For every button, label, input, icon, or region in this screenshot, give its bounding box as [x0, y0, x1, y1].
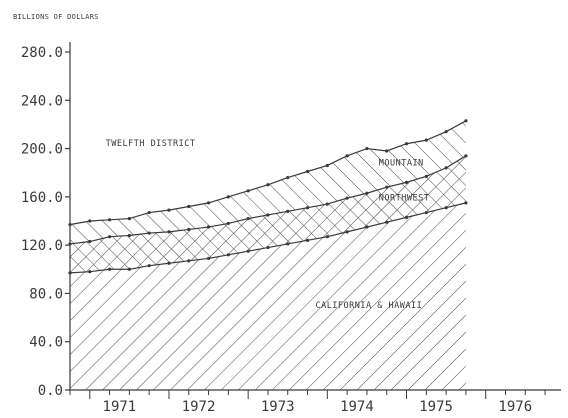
data-point-northwest-7 — [206, 225, 211, 229]
area-california-hawaii — [70, 202, 466, 390]
data-point-mountain-18 — [424, 138, 428, 142]
data-point-mountain-6 — [187, 204, 191, 209]
data-point-california-hawaii-1 — [88, 270, 92, 274]
data-point-california-hawaii-13 — [325, 235, 329, 239]
units-label: BILLIONS OF DOLLARS — [13, 13, 99, 21]
data-point-california-hawaii-6 — [187, 259, 191, 263]
data-point-california-hawaii-5 — [167, 261, 171, 265]
data-point-mountain-13 — [325, 163, 329, 168]
data-point-mountain-9 — [246, 189, 250, 193]
data-point-california-hawaii-2 — [107, 267, 112, 271]
data-point-northwest-1 — [88, 239, 92, 244]
data-point-mountain-2 — [107, 218, 112, 222]
data-point-mountain-20 — [464, 119, 468, 123]
data-point-northwest-2 — [107, 235, 112, 239]
data-point-california-hawaii-7 — [206, 256, 211, 261]
data-point-california-hawaii-8 — [226, 253, 230, 257]
data-point-california-hawaii-3 — [127, 267, 131, 271]
data-point-california-hawaii-17 — [404, 215, 409, 219]
area-northwest-cross — [70, 155, 466, 273]
y-tick-label-6: 40.0 — [29, 335, 63, 351]
data-point-mountain-5 — [167, 208, 171, 212]
data-point-mountain-15 — [365, 146, 369, 151]
data-point-northwest-20 — [464, 154, 468, 158]
data-point-california-hawaii-16 — [385, 220, 389, 224]
annotation-0: TWELFTH DISTRICT — [106, 139, 196, 149]
x-tick-label-5: 1976 — [498, 399, 532, 415]
series-areas — [70, 120, 466, 390]
data-point-mountain-4 — [147, 210, 151, 215]
y-tick-label-0: 280.0 — [21, 45, 63, 61]
area-mountain — [70, 120, 466, 244]
data-point-northwest-14 — [345, 196, 349, 200]
data-point-california-hawaii-11 — [286, 242, 290, 246]
annotation-1: MOUNTAIN — [379, 158, 424, 168]
annotation-3: CALIFORNIA & HAWAII — [315, 301, 422, 311]
y-axis-ticks: 280.0 240.0 200.0 160.0 120.0 80.0 40.0 0.0 — [21, 45, 70, 399]
data-markers — [68, 119, 468, 275]
data-point-california-hawaii-10 — [266, 245, 270, 250]
data-point-northwest-6 — [187, 227, 191, 232]
x-tick-label-0: 1971 — [103, 399, 137, 415]
y-tick-label-7: 0.0 — [38, 383, 63, 399]
data-point-mountain-1 — [88, 219, 92, 223]
data-point-california-hawaii-19 — [444, 206, 448, 210]
x-tick-label-2: 1973 — [261, 399, 295, 415]
y-tick-label-3: 160.0 — [21, 190, 63, 206]
data-point-mountain-14 — [345, 154, 349, 158]
x-tick-label-3: 1974 — [340, 399, 374, 415]
data-point-california-hawaii-18 — [424, 210, 428, 215]
y-tick-label-2: 200.0 — [21, 142, 63, 158]
data-point-california-hawaii-20 — [464, 201, 468, 205]
data-point-california-hawaii-15 — [365, 225, 369, 229]
data-point-northwest-11 — [286, 209, 290, 213]
data-point-northwest-19 — [444, 166, 448, 170]
data-point-mountain-11 — [286, 175, 290, 180]
x-axis-ticks: 1971 1972 1973 1974 1975 1976 — [69, 390, 546, 415]
data-point-northwest-5 — [167, 230, 171, 234]
data-point-northwest-13 — [325, 202, 329, 206]
data-point-mountain-3 — [127, 216, 131, 221]
data-point-mountain-7 — [206, 201, 211, 205]
data-point-mountain-12 — [305, 169, 310, 174]
data-point-mountain-10 — [266, 183, 270, 187]
data-point-mountain-8 — [226, 195, 230, 199]
annotations: TWELFTH DISTRICT MOUNTAIN NORTHWEST CALIFOR… — [106, 139, 430, 311]
data-point-california-hawaii-4 — [147, 264, 151, 268]
y-tick-label-4: 120.0 — [21, 238, 63, 254]
data-point-california-hawaii-9 — [246, 249, 250, 253]
data-point-northwest-12 — [305, 206, 310, 210]
data-point-northwest-9 — [246, 216, 250, 221]
data-point-mountain-17 — [404, 142, 409, 146]
data-point-california-hawaii-14 — [345, 230, 349, 234]
data-point-northwest-8 — [226, 221, 230, 226]
data-point-northwest-10 — [266, 213, 270, 217]
annotation-2: NORTHWEST — [379, 193, 430, 203]
data-point-california-hawaii-12 — [305, 238, 310, 242]
data-point-northwest-3 — [127, 233, 131, 238]
data-point-northwest-17 — [404, 180, 409, 184]
data-point-northwest-18 — [424, 174, 428, 178]
y-tick-label-5: 80.0 — [29, 286, 63, 302]
data-point-northwest-16 — [385, 185, 389, 189]
x-tick-label-4: 1975 — [419, 399, 453, 415]
data-point-mountain-19 — [444, 130, 448, 134]
x-tick-label-1: 1972 — [182, 399, 216, 415]
y-tick-label-1: 240.0 — [21, 93, 63, 109]
data-point-northwest-4 — [147, 231, 151, 235]
data-point-mountain-16 — [385, 149, 389, 153]
data-point-northwest-15 — [365, 191, 369, 195]
